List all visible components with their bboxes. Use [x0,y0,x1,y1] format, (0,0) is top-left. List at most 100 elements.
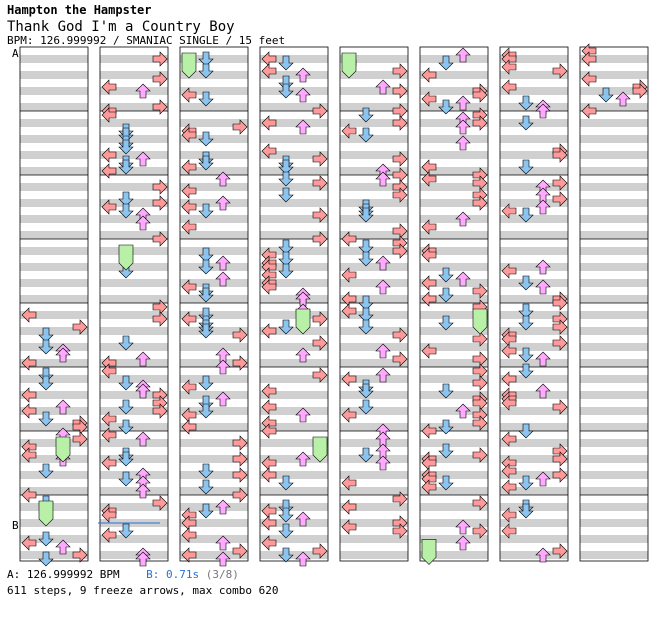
beat-stripe [340,311,408,319]
beat-stripe [260,247,328,255]
beat-stripe [580,439,648,447]
beat-stripe [420,215,488,223]
beat-stripe [180,327,248,335]
arrow-left-icon [501,203,517,219]
beat-stripe [20,167,88,175]
beat-stripe [420,359,488,367]
arrow-left-icon [261,143,277,159]
beat-stripe [340,295,408,303]
beat-stripe [260,423,328,431]
beat-stripe [180,247,248,255]
beat-stripe [500,471,568,479]
stop-count: (3/8) [205,568,239,581]
beat-stripe [180,167,248,175]
beat-stripe [340,167,408,175]
arrow-right-icon [392,327,408,343]
arrow-down-icon [198,463,214,479]
freeze-arrow [38,500,54,527]
beat-stripe [420,151,488,159]
beat-stripe [420,87,488,95]
arrow-left-icon [261,115,277,131]
arrow-right-icon [312,103,328,119]
arrow-left-icon [501,59,517,75]
beat-stripe [260,519,328,527]
beat-stripe [180,103,248,111]
beat-stripe [580,151,648,159]
beat-stripe [20,327,88,335]
beat-stripe [580,551,648,559]
arrow-left-icon [181,547,197,563]
beat-stripe [420,503,488,511]
beat-stripe [580,55,648,63]
arrow-down-icon [358,399,374,415]
arrow-left-icon [341,499,357,515]
arrow-up-icon [615,91,631,107]
arrow-right-icon [552,467,568,483]
beat-stripe [420,119,488,127]
beat-stripe [180,215,248,223]
beat-stripe [420,231,488,239]
arrow-left-icon [261,279,277,295]
beat-stripe [100,487,168,495]
arrow-down-icon [38,375,54,391]
arrow-down-icon [438,443,454,459]
arrow-right-icon [552,191,568,207]
arrow-right-icon [152,99,168,115]
beat-stripe [20,183,88,191]
arrow-down-icon [278,83,294,99]
arrow-right-icon [152,195,168,211]
arrow-left-icon [181,379,197,395]
arrow-left-icon [101,411,117,427]
freeze-arrow [341,52,357,79]
arrow-right-icon [392,491,408,507]
arrow-right-icon [472,195,488,211]
beat-stripe [100,183,168,191]
beat-stripe [420,455,488,463]
arrow-right-icon [312,207,328,223]
arrow-left-icon [181,279,197,295]
arrow-down-icon [198,203,214,219]
beat-stripe [100,279,168,287]
beat-stripe [180,391,248,399]
arrow-left-icon [341,267,357,283]
arrow-down-icon [198,131,214,147]
arrow-down-icon [118,191,134,207]
arrow-right-icon [152,495,168,511]
arrow-up-icon [135,151,151,167]
beat-stripe [500,279,568,287]
beat-stripe [260,487,328,495]
beat-stripe [580,407,648,415]
arrow-down-icon [358,295,374,311]
beat-stripe [20,279,88,287]
beat-stripe [20,343,88,351]
beat-stripe [580,391,648,399]
beat-stripe [260,103,328,111]
stop-value: 0.71s [165,568,200,581]
arrow-left-icon [21,307,37,323]
beat-stripe [180,423,248,431]
beat-stripe [100,135,168,143]
arrow-left-icon [421,67,437,83]
beat-stripe [580,119,648,127]
arrow-up-icon [55,399,71,415]
arrow-down-icon [198,63,214,79]
beat-stripe [340,215,408,223]
arrow-left-icon [181,127,197,143]
arrow-up-icon [455,271,471,287]
arrow-right-icon [472,415,488,431]
beat-stripe [340,71,408,79]
beat-stripe [420,71,488,79]
column-border [579,46,649,562]
arrow-up-icon [375,343,391,359]
arrow-down-icon [38,531,54,547]
arrow-left-icon [261,467,277,483]
arrow-down-icon [438,419,454,435]
beat-stripe [500,71,568,79]
arrow-down-icon [38,551,54,567]
beat-stripe [260,503,328,511]
beat-stripe [20,87,88,95]
marker-b: B [12,519,19,532]
arrow-up-icon [295,451,311,467]
beat-stripe [420,55,488,63]
arrow-left-icon [101,199,117,215]
